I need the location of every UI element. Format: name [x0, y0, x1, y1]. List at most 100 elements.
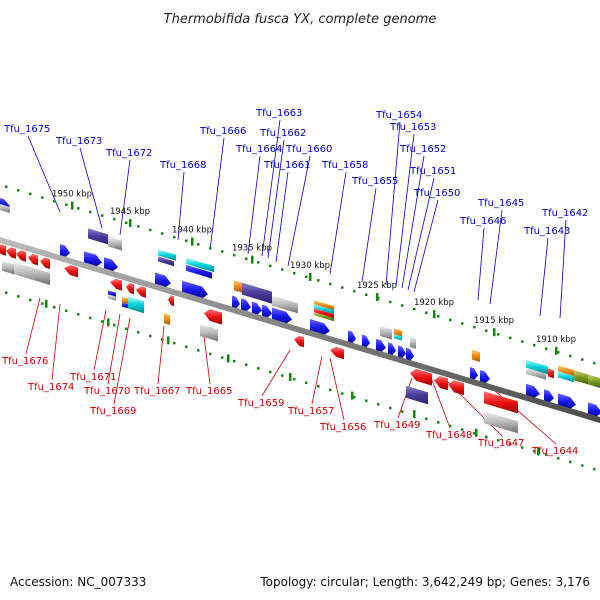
forward-gene-feature	[84, 251, 102, 267]
lower-gene-label: Tfu_1669	[89, 406, 136, 417]
lower-label-leader	[397, 377, 413, 419]
upper-label-leader	[539, 237, 549, 317]
forward-gene-feature	[155, 272, 171, 288]
forward-gene-feature	[158, 256, 174, 267]
lower-gene-label: Tfu_1647	[477, 438, 524, 449]
scale-dot-upper	[461, 322, 464, 325]
forward-gene-feature	[558, 371, 574, 383]
lower-gene-label: Tfu_1674	[27, 382, 74, 393]
scale-dot-lower	[293, 377, 296, 381]
scale-dot-lower	[173, 341, 176, 345]
scale-dot-lower	[89, 316, 92, 320]
upper-gene-label: Tfu_1646	[459, 216, 506, 227]
upper-gene-label: Tfu_1675	[3, 124, 50, 135]
forward-gene-feature	[232, 295, 240, 309]
scale-dot-upper	[221, 250, 224, 253]
scale-dot-upper	[449, 318, 452, 322]
forward-gene-feature	[588, 402, 600, 417]
lower-gene-label: Tfu_1670	[83, 386, 130, 397]
forward-gene-feature	[158, 249, 176, 261]
kbp-tick-label: 1935 kbp	[232, 244, 272, 254]
forward-gene-feature	[470, 367, 478, 381]
upper-label-leader	[275, 171, 289, 263]
scale-dot-upper	[329, 282, 332, 286]
upper-gene-label: Tfu_1643	[523, 226, 570, 237]
upper-label-leader	[489, 209, 503, 305]
forward-gene-feature	[388, 342, 396, 356]
upper-gene-label: Tfu_1661	[263, 160, 310, 171]
upper-gene-label: Tfu_1655	[351, 176, 398, 187]
kbp-tick-label: 1945 kbp	[110, 207, 150, 217]
kbp-tick-mark	[251, 255, 254, 264]
upper-gene-label: Tfu_1650	[413, 188, 460, 199]
lower-gene-label: Tfu_1648	[425, 430, 472, 441]
scale-dot-lower	[257, 367, 260, 370]
upper-gene-label: Tfu_1673	[55, 136, 102, 147]
lower-gene-label: Tfu_1657	[287, 406, 334, 417]
upper-label-leader	[267, 139, 285, 259]
reverse-gene-feature	[330, 346, 344, 360]
forward-gene-feature	[314, 304, 334, 315]
scale-dot-upper	[341, 286, 344, 289]
scale-dot-lower	[533, 449, 536, 453]
lower-label-leader	[157, 325, 165, 385]
kbp-tick-mark-lower	[167, 336, 170, 345]
kbp-tick-label: 1925 kbp	[357, 281, 397, 291]
scale-dot-upper	[113, 217, 116, 221]
scale-dot-upper	[281, 268, 284, 271]
forward-gene-feature	[0, 204, 10, 213]
upper-label-leader	[79, 147, 103, 229]
upper-label-leader	[401, 155, 425, 289]
upper-label-leader	[177, 171, 185, 241]
scale-dot-upper	[293, 271, 296, 275]
scale-dot-lower	[437, 421, 440, 424]
scale-dot-lower	[77, 313, 80, 316]
kbp-tick-mark-lower	[289, 373, 292, 381]
scale-dot-upper	[17, 189, 20, 192]
scale-dot-upper	[425, 311, 428, 314]
forward-gene-feature	[548, 368, 554, 379]
reverse-gene-feature	[294, 335, 304, 348]
upper-label-leader	[559, 219, 567, 319]
forward-gene-feature	[348, 330, 356, 344]
scale-dot-lower	[461, 428, 464, 431]
upper-label-leader	[413, 199, 439, 293]
forward-gene-feature	[394, 328, 402, 337]
scale-dot-lower	[521, 446, 524, 449]
scale-dot-upper	[269, 264, 272, 268]
forward-gene-feature	[362, 334, 370, 348]
forward-gene-feature	[88, 228, 108, 245]
scale-dot-lower	[473, 431, 476, 435]
scale-dot-upper	[137, 225, 140, 228]
reverse-gene-feature	[0, 244, 6, 256]
backbone-band	[0, 237, 600, 423]
forward-gene-feature	[480, 370, 490, 384]
upper-label-leader	[361, 187, 377, 283]
upper-gene-label: Tfu_1652	[399, 144, 446, 155]
lower-label-leader	[203, 335, 211, 385]
scale-dot-lower	[509, 442, 512, 446]
kbp-tick-mark-lower	[107, 318, 110, 327]
map-title: Thermobifida fusca YX, complete genome	[164, 12, 437, 27]
scale-dot-lower	[425, 417, 428, 420]
forward-gene-feature	[104, 257, 118, 272]
kbp-tick-label: 1930 kbp	[290, 261, 330, 271]
upper-gene-label: Tfu_1664	[235, 144, 282, 155]
reverse-gene-feature	[64, 265, 78, 278]
scale-dot-upper	[593, 361, 596, 365]
scale-dot-upper	[233, 253, 236, 257]
lower-gene-label: Tfu_1644	[531, 446, 578, 457]
scale-dot-lower	[485, 435, 488, 438]
scale-dot-upper	[149, 228, 152, 232]
forward-gene-feature	[376, 338, 386, 353]
reverse-gene-feature	[484, 411, 518, 434]
scale-dot-upper	[509, 336, 512, 340]
forward-gene-feature	[186, 264, 212, 279]
scale-dot-upper	[5, 185, 8, 188]
kbp-tick-mark	[71, 201, 74, 210]
lower-gene-label: Tfu_1671	[69, 372, 116, 383]
lower-label-leader	[329, 357, 345, 421]
scale-dot-upper	[77, 207, 80, 210]
lower-gene-label: Tfu_1649	[373, 420, 420, 431]
upper-gene-label: Tfu_1654	[375, 110, 422, 121]
